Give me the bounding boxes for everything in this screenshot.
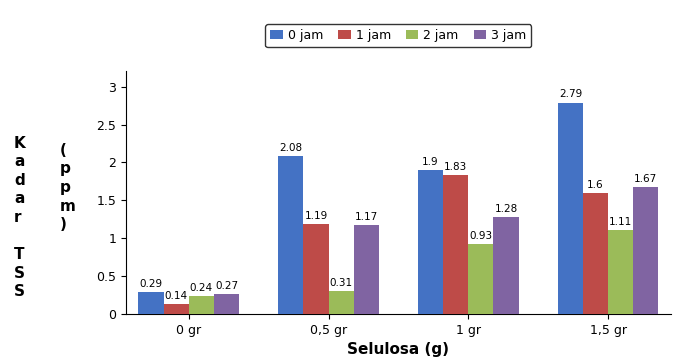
Bar: [214, 294, 239, 314]
Text: 2.79: 2.79: [559, 90, 582, 100]
Text: 1.19: 1.19: [304, 211, 328, 221]
Bar: [558, 102, 583, 314]
Bar: [354, 225, 379, 314]
Legend: 0 jam, 1 jam, 2 jam, 3 jam: 0 jam, 1 jam, 2 jam, 3 jam: [266, 24, 531, 47]
Text: 1.6: 1.6: [587, 180, 604, 190]
Bar: [608, 230, 633, 314]
Text: 0.31: 0.31: [329, 278, 353, 288]
Text: 1.11: 1.11: [609, 217, 633, 227]
Bar: [164, 303, 189, 314]
Text: 0.29: 0.29: [139, 279, 163, 289]
Text: 2.08: 2.08: [279, 143, 303, 153]
Text: 1.28: 1.28: [494, 204, 518, 214]
Bar: [443, 175, 468, 314]
X-axis label: Selulosa (g): Selulosa (g): [347, 342, 449, 357]
Text: 1.9: 1.9: [422, 157, 439, 167]
Text: 1.67: 1.67: [634, 175, 658, 185]
Text: 0.14: 0.14: [164, 291, 188, 301]
Bar: [418, 170, 443, 314]
Text: (
p
p
m
): ( p p m ): [59, 143, 75, 232]
Text: K
a
d
a
r
 
T
S
S: K a d a r T S S: [14, 136, 26, 300]
Text: 0.24: 0.24: [189, 283, 213, 293]
Text: 0.27: 0.27: [215, 281, 238, 291]
Bar: [329, 291, 354, 314]
Text: 0.93: 0.93: [469, 231, 493, 241]
Bar: [493, 217, 519, 314]
Bar: [583, 193, 608, 314]
Bar: [303, 224, 329, 314]
Bar: [189, 296, 214, 314]
Bar: [468, 243, 493, 314]
Bar: [278, 156, 303, 314]
Text: 1.17: 1.17: [354, 212, 378, 222]
Bar: [633, 187, 658, 314]
Bar: [138, 292, 164, 314]
Text: 1.83: 1.83: [444, 162, 468, 172]
